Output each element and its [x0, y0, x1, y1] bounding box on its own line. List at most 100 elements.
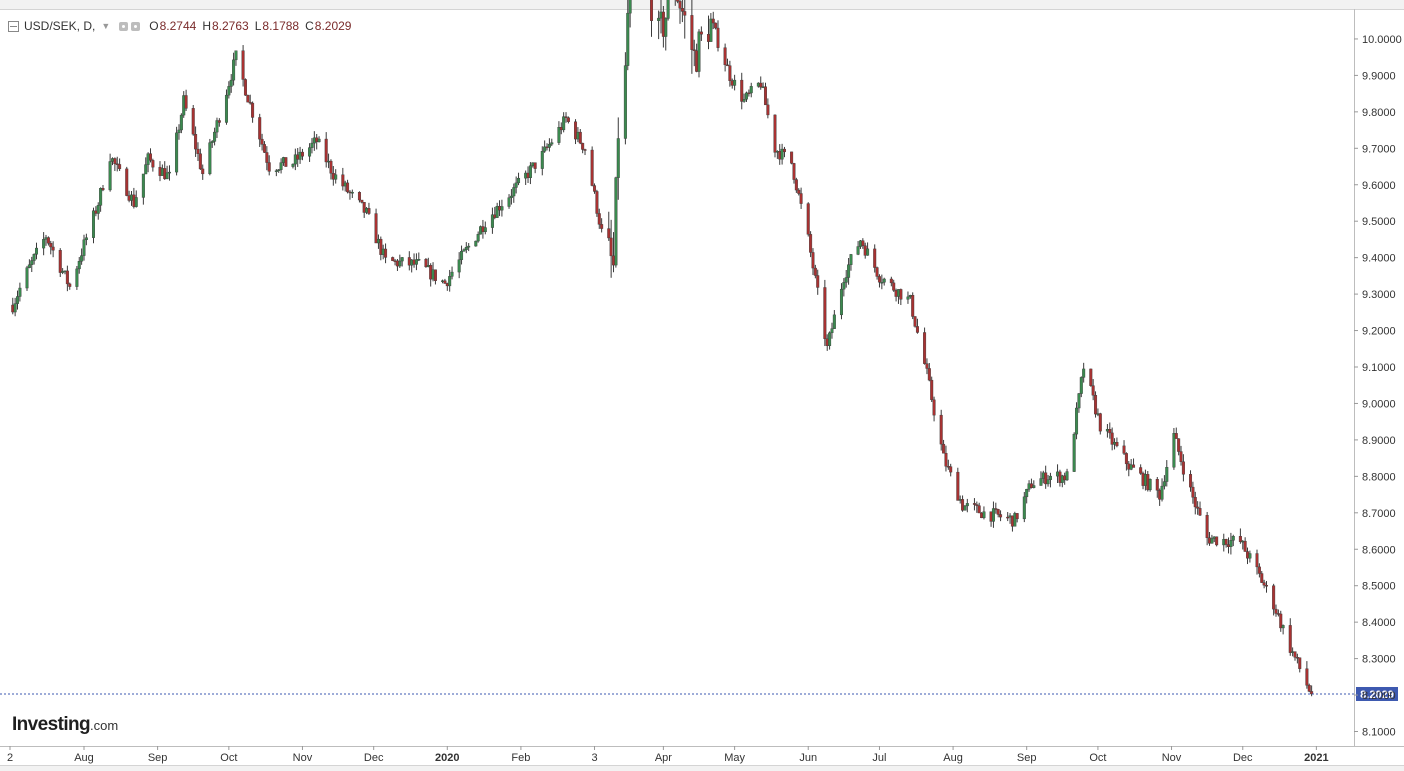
candle [49, 240, 53, 255]
candle-body-up [1162, 481, 1166, 487]
collapse-icon[interactable] [8, 20, 19, 32]
candle [780, 143, 784, 165]
candle-body-up [509, 195, 513, 198]
y-tick-label: 9.1000 [1362, 362, 1396, 374]
candle-body-up [227, 86, 231, 96]
candle [68, 282, 72, 290]
candle-body-down [583, 149, 587, 151]
candle [949, 463, 953, 477]
x-tick-label: Aug [943, 752, 963, 764]
axis-frame [0, 9, 1404, 747]
candle-body-down [433, 269, 437, 281]
settings-icon[interactable] [119, 21, 129, 31]
candle [1006, 512, 1010, 522]
candle-body-up [234, 50, 238, 61]
candle [424, 258, 428, 268]
candle-body-up [80, 255, 84, 262]
chevron-down-icon[interactable]: ▼ [101, 21, 111, 31]
candle-body-up [208, 142, 212, 175]
symbol-label[interactable]: USD/SEK, D, [24, 19, 96, 33]
candle-body-down [260, 138, 264, 145]
candle-body-up [849, 254, 853, 265]
candle-body-down [566, 117, 570, 122]
candle-body-up [733, 79, 737, 86]
candle [248, 94, 252, 105]
candle-body-down [692, 49, 696, 51]
y-tick-label: 9.0000 [1362, 398, 1396, 410]
low-value: 8.1788 [262, 19, 300, 33]
candle [806, 202, 810, 237]
candle [1094, 391, 1098, 418]
candle [80, 248, 84, 265]
x-tick-label: Jul [872, 752, 886, 764]
candle [1155, 477, 1159, 498]
candle [574, 119, 578, 145]
candle [18, 282, 22, 302]
eye-icon[interactable] [131, 21, 141, 31]
candle-body-down [574, 121, 578, 140]
candle [547, 138, 551, 152]
candle-body-down [1262, 582, 1266, 586]
candle-body-down [113, 158, 117, 164]
candle [1248, 550, 1252, 563]
candle-body-down [823, 287, 827, 339]
candle-body-down [118, 164, 122, 170]
candle [832, 310, 836, 329]
candle [357, 191, 361, 203]
candle [816, 269, 820, 295]
candle [1174, 427, 1178, 439]
candle-body-up [514, 182, 518, 188]
candle-body-down [1181, 461, 1185, 475]
candle-body-up [557, 127, 561, 143]
candle [714, 22, 718, 30]
candle-body-down [581, 142, 585, 150]
candle-body-up [1079, 377, 1083, 394]
candle-body-down [578, 131, 582, 144]
candle [35, 242, 39, 260]
candle [773, 114, 777, 158]
candle [728, 60, 732, 87]
candle-body-up [232, 59, 236, 81]
candle [766, 98, 770, 119]
candle-body-up [1065, 471, 1069, 481]
candle [476, 231, 480, 243]
candle-body-down [714, 22, 718, 29]
candle-body-up [856, 246, 860, 255]
candle [982, 506, 986, 520]
candle [674, 0, 676, 6]
candle [25, 265, 29, 291]
candle [927, 363, 931, 382]
candle [367, 202, 371, 215]
last-price-layer: 8.2029 [0, 686, 1398, 701]
candle-body-down [597, 213, 601, 225]
candle-body-down [949, 466, 953, 473]
candle-body-down [790, 151, 794, 164]
candle-body-down [813, 267, 817, 276]
candle-body-down [1044, 472, 1048, 485]
candle [398, 254, 402, 268]
candle [683, 0, 687, 39]
candle [1231, 534, 1235, 547]
candle-body-up [991, 508, 995, 522]
candle-body-down [725, 64, 729, 67]
candle [400, 257, 404, 267]
candle-body-down [873, 248, 877, 268]
y-tick-label: 9.7000 [1362, 143, 1396, 155]
x-tick-label: Aug [74, 752, 94, 764]
candle-body-up [474, 240, 478, 247]
candle-body-down [1307, 685, 1311, 692]
candle [1032, 480, 1036, 489]
candle-body-up [96, 205, 100, 214]
candle [1229, 532, 1233, 555]
candle-body-down [816, 275, 820, 288]
candle-body-up [16, 296, 20, 304]
candle [457, 252, 461, 279]
candle [1255, 549, 1259, 575]
candle-body-up [398, 260, 402, 267]
candle-body-down [1293, 651, 1297, 658]
candle-body-down [892, 282, 896, 291]
candle [1025, 488, 1029, 504]
candle [232, 52, 236, 86]
